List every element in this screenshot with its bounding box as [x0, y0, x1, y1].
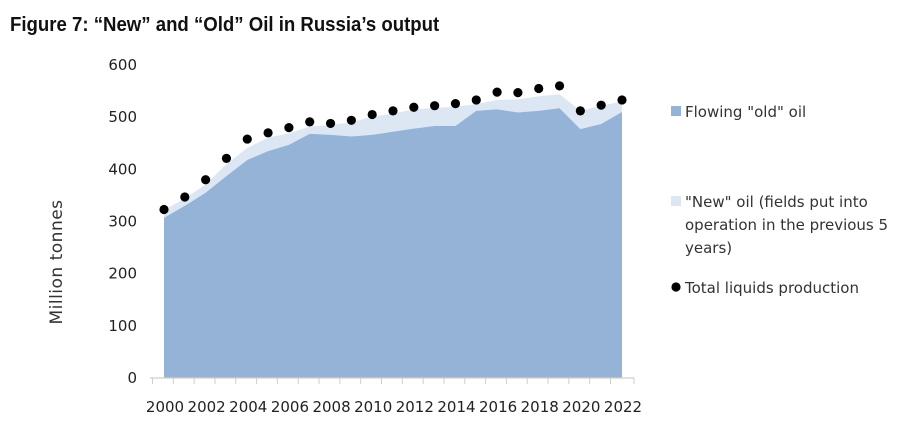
x-tick-label: 2022 — [604, 398, 642, 416]
x-tick-label: 2016 — [479, 398, 517, 416]
total-liquids-point — [221, 153, 232, 163]
total-liquids-point — [242, 134, 252, 144]
legend-label: "New" oil (fields put into — [685, 193, 868, 211]
total-liquids-point — [180, 192, 190, 202]
y-tick-label: 300 — [108, 213, 137, 231]
y-tick-label: 100 — [108, 317, 137, 335]
x-tick-label: 2012 — [396, 398, 434, 416]
total-liquids-point — [305, 117, 315, 127]
total-liquids-point — [367, 109, 377, 120]
total-liquids-point — [554, 81, 565, 91]
legend-swatch — [671, 196, 681, 206]
x-tick-label: 2008 — [312, 398, 350, 416]
total-liquids-point — [492, 87, 502, 97]
y-axis-label: Million tonnes — [47, 199, 67, 324]
total-liquids-point — [471, 95, 481, 105]
x-tick-label: 2018 — [521, 398, 559, 416]
legend-label: Flowing "old" oil — [685, 103, 806, 121]
total-liquids-point — [201, 175, 211, 185]
total-liquids-point — [513, 88, 523, 98]
x-tick-label: 2004 — [229, 398, 267, 416]
total-liquids-point — [575, 106, 585, 116]
y-axis: 0 100 200 300 400 500 600 — [108, 56, 137, 387]
x-tick-label: 2014 — [437, 398, 475, 416]
plot-area — [159, 81, 627, 379]
legend-swatch — [671, 106, 681, 116]
total-liquids-point — [534, 83, 544, 94]
total-liquids-point — [409, 102, 419, 112]
y-tick-label: 200 — [108, 265, 137, 283]
legend-label: years) — [685, 239, 732, 257]
x-axis: 2000 2002 2004 2006 2008 2010 2012 2014 2016 2018… — [146, 377, 642, 416]
x-tick-label: 2010 — [354, 398, 392, 416]
old-oil-area — [164, 108, 622, 378]
x-tick-label: 2002 — [188, 398, 226, 416]
y-tick-label: 0 — [127, 369, 137, 387]
total-liquids-point — [284, 123, 294, 133]
legend-dot — [671, 282, 681, 292]
total-liquids-point — [430, 101, 440, 111]
legend-label: operation in the previous 5 — [685, 216, 888, 234]
y-tick-label: 600 — [108, 56, 137, 74]
legend-label: Total liquids production — [684, 279, 859, 297]
chart-title: Figure 7: “New” and “Old” Oil in Russia’… — [10, 14, 440, 36]
y-tick-label: 400 — [108, 160, 137, 178]
total-liquids-point — [388, 106, 398, 116]
legend: Flowing "old" oil "New" oil (fields put i… — [671, 103, 888, 297]
total-liquids-point — [596, 100, 606, 110]
total-liquids-point — [325, 118, 336, 129]
y-tick-label: 500 — [108, 108, 137, 126]
x-tick-label: 2000 — [146, 398, 184, 416]
total-liquids-point — [617, 95, 627, 105]
total-liquids-point — [346, 115, 356, 125]
x-tick-label: 2006 — [271, 398, 309, 416]
total-liquids-point — [450, 99, 461, 109]
total-liquids-point — [263, 128, 273, 138]
total-liquids-point — [159, 204, 169, 215]
x-tick-label: 2020 — [562, 398, 600, 416]
